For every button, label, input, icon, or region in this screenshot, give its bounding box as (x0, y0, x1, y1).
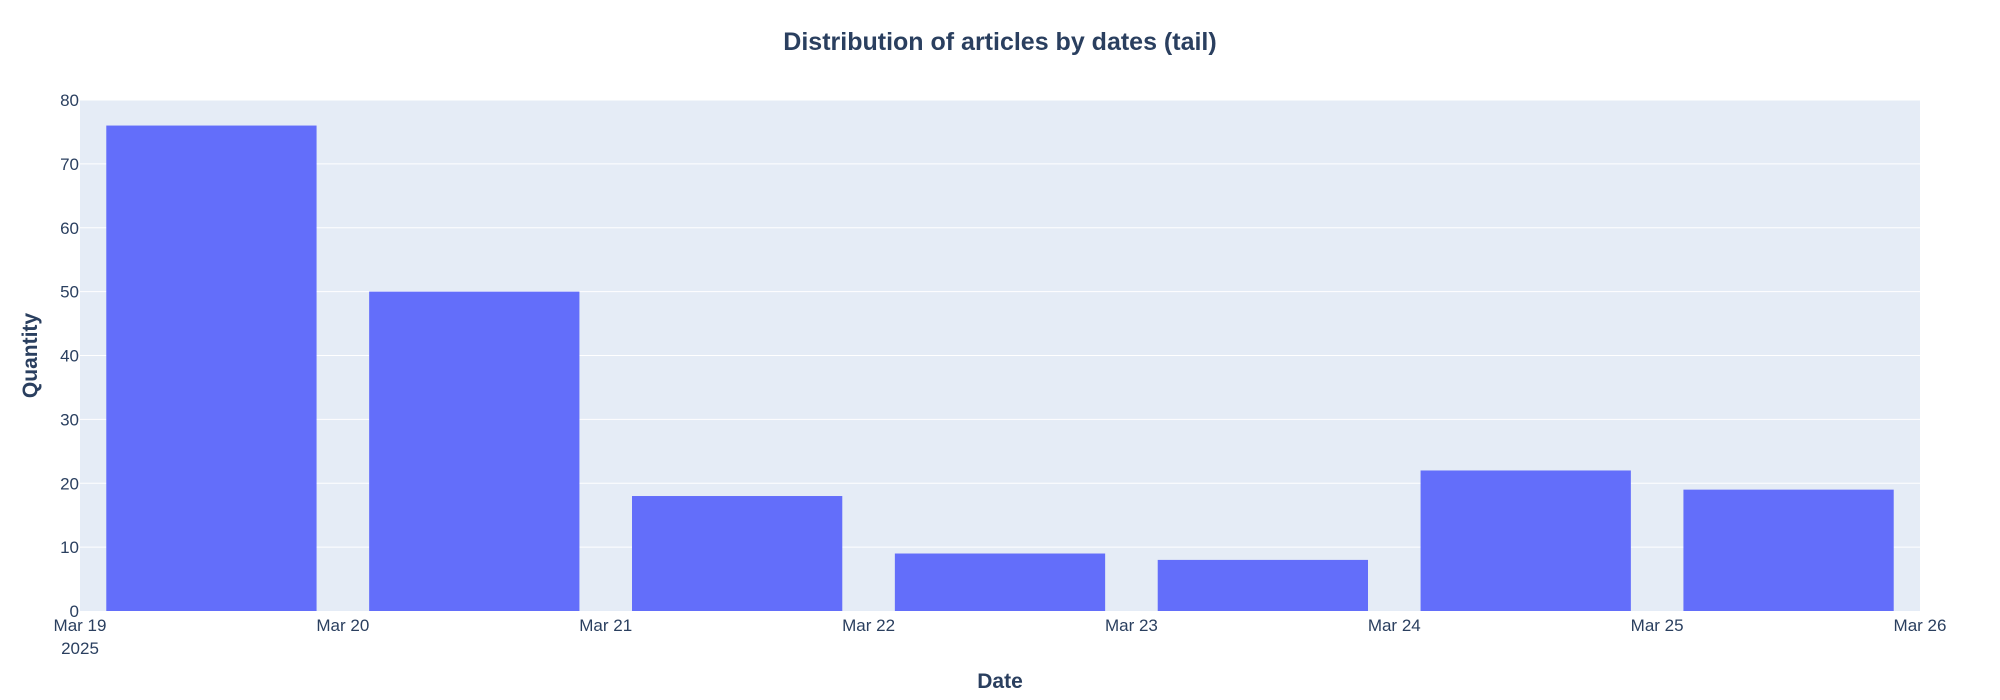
y-tick-label: 70 (60, 155, 79, 174)
y-tick-label: 30 (60, 410, 79, 429)
bar[interactable] (369, 291, 580, 611)
y-tick-label: 50 (60, 283, 79, 302)
x-axis-title: Date (977, 670, 1023, 693)
y-tick-label: 20 (60, 474, 79, 493)
y-tick-label: 10 (60, 538, 79, 557)
x-tick-label: Mar 22 (842, 616, 895, 635)
x-tick-label: Mar 25 (1631, 616, 1684, 635)
y-axis-title: Quantity (19, 313, 42, 398)
bar[interactable] (106, 125, 317, 612)
bars (106, 125, 1894, 612)
x-tick-label: Mar 24 (1368, 616, 1421, 635)
y-axis-ticks: 0 10 20 30 40 50 60 70 80 (60, 91, 79, 621)
y-tick-label: 60 (60, 219, 79, 238)
y-tick-label: 40 (60, 347, 79, 366)
y-tick-label: 0 (70, 602, 79, 621)
x-tick-label: Mar 20 (316, 616, 369, 635)
x-tick-label: Mar 26 (1894, 616, 1947, 635)
x-tick-year-label: 2025 (61, 639, 99, 658)
bar[interactable] (1683, 489, 1894, 611)
x-tick-label: Mar 21 (579, 616, 632, 635)
x-tick-label: Mar 19 (54, 616, 107, 635)
chart-title: Distribution of articles by dates (tail) (783, 28, 1216, 56)
bar[interactable] (1157, 559, 1368, 611)
x-axis-ticks: Mar 19 Mar 20 Mar 21 Mar 22 Mar 23 Mar 24 Mar … (54, 616, 1947, 658)
bar[interactable] (632, 496, 843, 611)
bar[interactable] (894, 553, 1106, 611)
x-tick-label: Mar 23 (1105, 616, 1158, 635)
y-tick-label: 80 (60, 91, 79, 110)
bar[interactable] (1420, 470, 1631, 611)
